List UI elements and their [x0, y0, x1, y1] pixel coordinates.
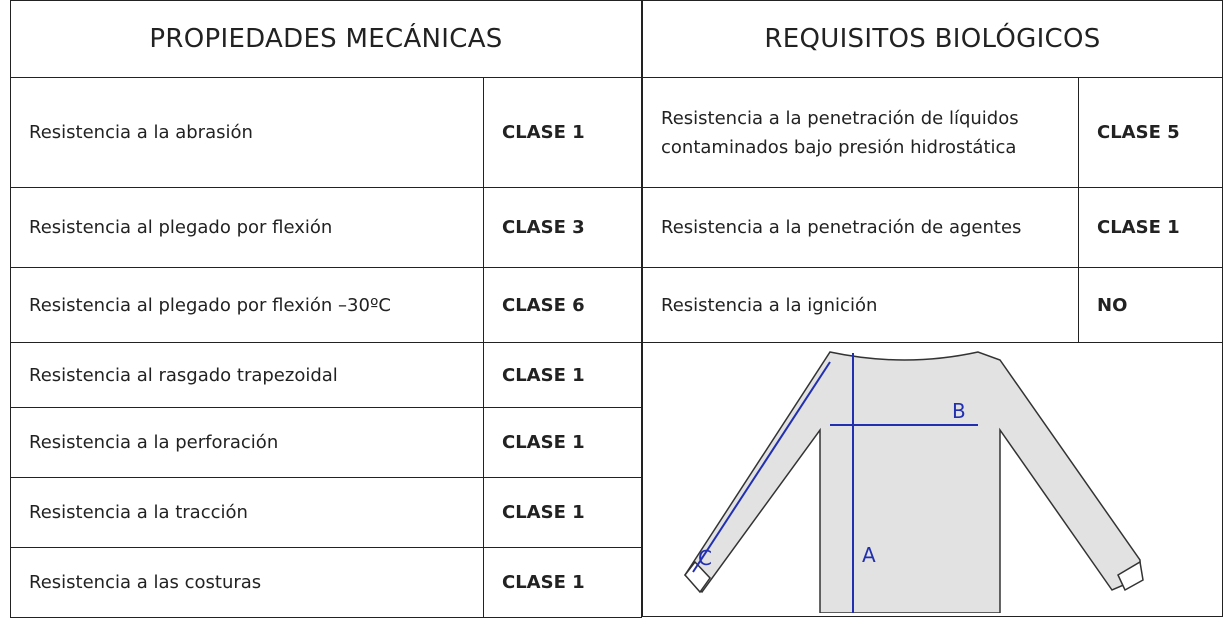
property-class-text: CLASE 1	[502, 122, 585, 143]
section-title: REQUISITOS BIOLÓGICOS	[642, 0, 1223, 78]
section-title: PROPIEDADES MECÁNICAS	[10, 0, 642, 78]
property-name-text: Resistencia a la tracción	[29, 502, 248, 523]
cuffs	[684, 560, 1144, 594]
property-name-text: Resistencia a la penetración de agentes	[661, 217, 1022, 238]
label-a: A	[862, 543, 876, 567]
property-class-text: CLASE 1	[502, 502, 585, 523]
property-name-text: Resistencia a la abrasión	[29, 122, 253, 143]
property-name-text: Resistencia a la perforación	[29, 432, 279, 453]
property-class-text: CLASE 1	[1097, 217, 1180, 238]
section-title-text: PROPIEDADES MECÁNICAS	[149, 23, 503, 54]
label-c: C	[698, 546, 712, 570]
label-b: B	[952, 399, 966, 423]
property-name-text: Resistencia a la penetración de líquidos…	[661, 107, 1019, 158]
property-class-text: CLASE 1	[502, 364, 585, 386]
property-name-text: Resistencia al plegado por flexión	[29, 217, 333, 238]
property-class-text: CLASE 6	[502, 294, 585, 316]
property-class-text: NO	[1097, 294, 1128, 316]
property-name-text: Resistencia a las costuras	[29, 572, 262, 593]
property-class-text: CLASE 1	[502, 432, 585, 453]
property-class-text: CLASE 3	[502, 217, 585, 238]
property-name: Resistencia a la penetración de líquidos…	[642, 77, 1079, 188]
property-class-text: CLASE 1	[502, 572, 585, 593]
property-name-text: Resistencia a la ignición	[661, 294, 878, 316]
section-title-text: REQUISITOS BIOLÓGICOS	[764, 23, 1101, 54]
measure-c	[692, 361, 831, 573]
property-name-text: Resistencia al plegado por flexión –30ºC	[29, 294, 391, 316]
property-name-text: Resistencia al rasgado trapezoidal	[29, 364, 338, 386]
garment	[684, 351, 1141, 613]
property-class-text: CLASE 5	[1097, 122, 1180, 143]
